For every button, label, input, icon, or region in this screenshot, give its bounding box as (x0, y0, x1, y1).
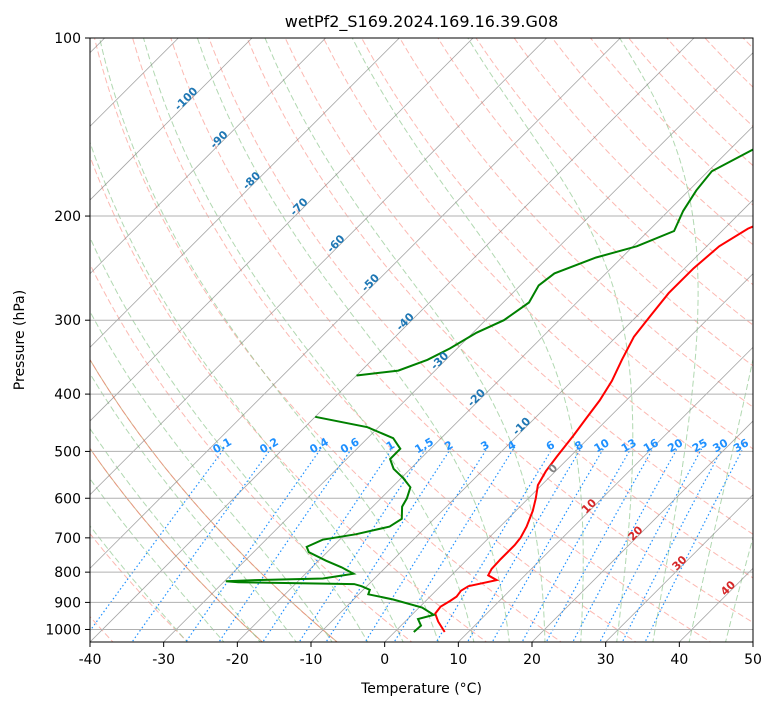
curve-layer (225, 148, 753, 633)
dry-adiabat (246, 38, 753, 579)
dry-adiabat (399, 38, 753, 408)
mixing-ratio-line (521, 448, 632, 642)
dry-adiabat (513, 38, 753, 286)
y-tick-label: 1000 (45, 622, 81, 638)
y-tick-label: 100 (54, 31, 81, 47)
x-tick-label: 50 (744, 652, 762, 668)
x-axis-title: Temperature (°C) (360, 681, 482, 697)
y-tick-label: 900 (54, 595, 81, 611)
mixing-ratio-line (644, 448, 744, 642)
sounding-line-0 (434, 225, 753, 633)
x-tick-label: 0 (380, 652, 389, 668)
mixing-ratio-line (131, 448, 272, 642)
x-tick-label: -30 (152, 652, 175, 668)
moist-adiabat (351, 38, 584, 642)
moist-adiabat (90, 372, 297, 642)
sounding-line-1 (225, 415, 437, 633)
y-tick-label: 600 (54, 491, 81, 507)
skew-isotherm (605, 494, 753, 642)
skew-isotherm (90, 38, 474, 422)
skew-isotherm (90, 38, 695, 642)
mixing-ratio-line (435, 448, 553, 642)
moist-adiabat (196, 38, 510, 642)
skew-isotherm (90, 38, 621, 569)
moist-adiabat (264, 38, 546, 642)
mixing-ratio-line (218, 448, 353, 642)
mixing-ratio-line (393, 448, 514, 642)
mixing-ratio-line (185, 448, 322, 642)
axis-layer: -40 -30 -20 -10 0 10 20 30 40 50 100 200 300 400 500 60… (45, 31, 762, 668)
dry-adiabat (322, 38, 753, 492)
sounding-line-2 (356, 148, 753, 377)
moist-adiabat (467, 38, 634, 642)
plot-frame (89, 37, 754, 643)
x-tick-label: 30 (597, 652, 615, 668)
skew-isotherm (310, 199, 753, 642)
y-tick-label: 300 (54, 313, 81, 329)
y-tick-label: 700 (54, 531, 81, 547)
y-tick-label: 400 (54, 387, 81, 403)
skew-isotherm (531, 420, 753, 642)
skew-isotherm (457, 346, 753, 642)
grid-layer (90, 38, 753, 642)
skew-isotherm (384, 273, 753, 642)
mixing-ratio-line (262, 448, 393, 642)
dry-adiabat (90, 155, 488, 642)
x-tick-label: 40 (670, 652, 688, 668)
skew-isotherm (90, 38, 253, 201)
moist-adiabat (619, 38, 699, 642)
y-tick-label: 800 (54, 565, 81, 581)
dry-adiabat (208, 38, 753, 624)
mixing-ratio-line (364, 448, 488, 642)
mixing-ratio-line (621, 448, 723, 642)
moist-adiabat (90, 310, 333, 642)
skew-isotherm (163, 52, 753, 642)
y-axis-title: Pressure (hPa) (12, 290, 28, 390)
plot-area (90, 38, 753, 642)
y-tick-label: 200 (54, 209, 81, 225)
skew-isotherm (90, 38, 327, 275)
mixing-ratio-line (298, 448, 427, 642)
dry-adiabat (437, 38, 753, 367)
skew-isotherm (90, 38, 548, 496)
x-tick-label: 10 (449, 652, 467, 668)
x-tick-label: -20 (226, 652, 249, 668)
x-tick-label: -40 (79, 652, 102, 668)
skew-isotherm (90, 38, 400, 348)
chart-title: wetPf2_S169.2024.169.16.39.G08 (285, 12, 559, 32)
x-tick-label: -10 (300, 652, 323, 668)
mixing-ratio-line (325, 448, 452, 642)
skew-isotherm (236, 125, 753, 642)
x-tick-label: 20 (523, 652, 541, 668)
y-tick-label: 500 (54, 444, 81, 460)
